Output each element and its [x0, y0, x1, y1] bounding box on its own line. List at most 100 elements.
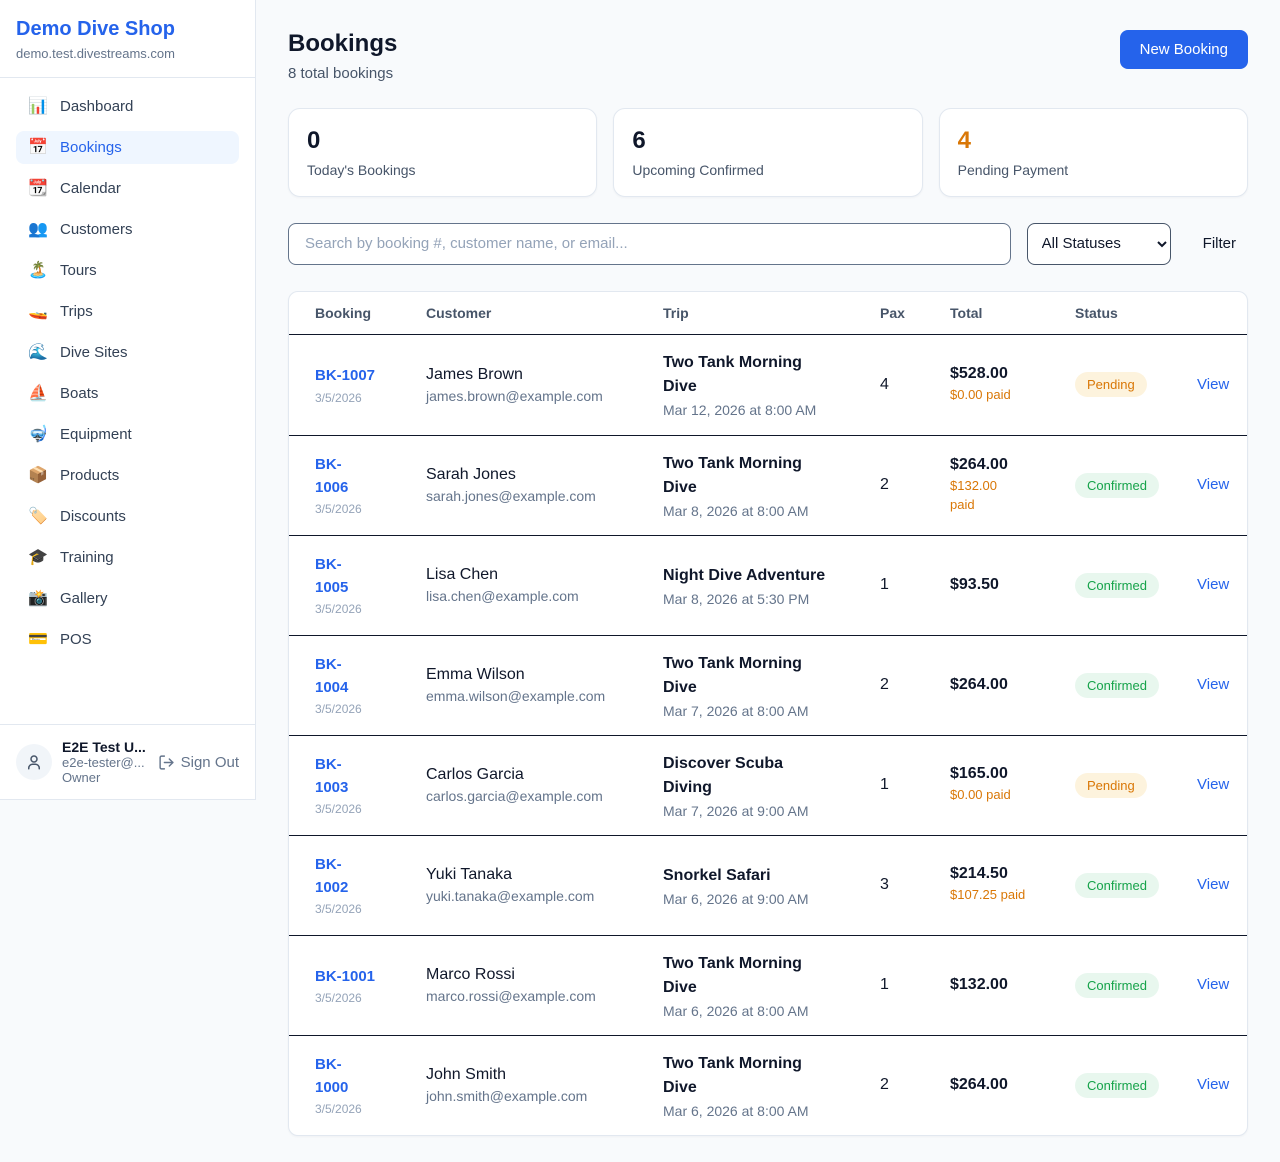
- table-row: BK- 1003 3/5/2026 Carlos Garcia carlos.g…: [289, 734, 1247, 835]
- page-header-text: Bookings 8 total bookings: [288, 30, 397, 82]
- shop-domain: demo.test.divestreams.com: [16, 46, 175, 61]
- sidebar-item-boats[interactable]: ⛵ Boats: [16, 377, 239, 410]
- view-link[interactable]: View: [1197, 976, 1230, 994]
- sidebar-item-label: Bookings: [60, 139, 122, 156]
- sidebar-item-label: Dashboard: [60, 98, 134, 115]
- booking-id-link[interactable]: BK-1001: [315, 967, 376, 985]
- trip-datetime: Mar 8, 2026 at 8:00 AM: [663, 502, 809, 519]
- trip-datetime: Mar 6, 2026 at 8:00 AM: [663, 1102, 809, 1119]
- boats-icon: ⛵: [28, 384, 48, 402]
- trip-datetime: Mar 6, 2026 at 9:00 AM: [663, 890, 809, 907]
- discounts-icon: 🏷️: [28, 507, 48, 525]
- column-header-trip: Trip: [663, 304, 689, 321]
- pax-count: 2: [880, 1076, 889, 1094]
- sidebar-item-equipment[interactable]: 🤿 Equipment: [16, 418, 239, 451]
- stat-value: 6: [632, 127, 646, 154]
- total-amount: $214.50: [950, 865, 1008, 883]
- booking-id-link[interactable]: BK- 1004: [315, 656, 349, 696]
- view-link[interactable]: View: [1197, 876, 1230, 894]
- booking-id-link[interactable]: BK- 1006: [315, 456, 349, 496]
- logout-icon: [159, 754, 174, 770]
- stats-row: 0 Today's Bookings 6 Upcoming Confirmed …: [288, 108, 1248, 197]
- status-filter-select[interactable]: All Statuses: [1026, 222, 1171, 265]
- view-link[interactable]: View: [1197, 676, 1230, 694]
- sidebar-item-pos[interactable]: 💳 POS: [16, 623, 239, 656]
- sidebar-item-label: Customers: [60, 221, 133, 238]
- pax-count: 2: [880, 476, 889, 494]
- view-link[interactable]: View: [1197, 476, 1230, 494]
- sidebar-item-label: Equipment: [60, 426, 132, 443]
- paid-amount: $0.00 paid: [950, 787, 1011, 803]
- sidebar-item-label: Calendar: [60, 180, 121, 197]
- sidebar-item-label: Training: [60, 549, 114, 566]
- sidebar-item-gallery[interactable]: 📸 Gallery: [16, 582, 239, 615]
- trip-name: Night Dive Adventure: [663, 566, 826, 584]
- booking-id-link[interactable]: BK- 1003: [315, 756, 349, 796]
- view-link[interactable]: View: [1197, 1076, 1230, 1094]
- total-amount: $528.00: [950, 364, 1008, 382]
- total-amount: $132.00: [950, 976, 1008, 994]
- table-row: BK- 1002 3/5/2026 Yuki Tanaka yuki.tanak…: [289, 834, 1247, 935]
- paid-amount: $0.00 paid: [950, 386, 1011, 402]
- customer-name: Sarah Jones: [426, 466, 516, 484]
- trip-datetime: Mar 8, 2026 at 5:30 PM: [663, 590, 810, 607]
- training-icon: 🎓: [28, 548, 48, 566]
- sidebar-nav: 📊 Dashboard 📅 Bookings 📆 Calendar 👥 Cust…: [0, 78, 255, 676]
- brand: Demo Dive Shop demo.test.divestreams.com: [0, 0, 255, 78]
- status-badge: Confirmed: [1075, 672, 1159, 698]
- customer-name: Carlos Garcia: [426, 766, 524, 784]
- status-badge: Confirmed: [1075, 972, 1159, 998]
- sidebar-item-discounts[interactable]: 🏷️ Discounts: [16, 500, 239, 533]
- booking-id-link[interactable]: BK-1007: [315, 367, 376, 385]
- customer-email: james.brown@example.com: [426, 387, 603, 404]
- column-header-status: Status: [1075, 304, 1118, 321]
- sidebar-item-label: POS: [60, 631, 92, 648]
- booking-id-link[interactable]: BK- 1000: [315, 1056, 349, 1096]
- customer-email: lisa.chen@example.com: [426, 588, 579, 605]
- page-title: Bookings: [288, 30, 398, 57]
- pos-icon: 💳: [28, 630, 48, 648]
- sidebar-item-dashboard[interactable]: 📊 Dashboard: [16, 90, 239, 123]
- column-header-total: Total: [950, 304, 983, 321]
- sidebar: Demo Dive Shop demo.test.divestreams.com…: [0, 0, 256, 800]
- table-row: BK-1001 3/5/2026 Marco Rossi marco.rossi…: [289, 934, 1247, 1035]
- booking-date: 3/5/2026: [315, 1102, 362, 1117]
- customer-email: sarah.jones@example.com: [426, 488, 596, 505]
- page-header: Bookings 8 total bookings New Booking: [288, 30, 1248, 82]
- column-header-customer: Customer: [426, 304, 492, 321]
- sidebar-item-bookings[interactable]: 📅 Bookings: [16, 131, 239, 164]
- pax-count: 3: [880, 876, 889, 894]
- booking-date: 3/5/2026: [315, 991, 362, 1006]
- view-link[interactable]: View: [1197, 576, 1230, 594]
- booking-id-link[interactable]: BK- 1005: [315, 556, 349, 596]
- sidebar-item-dive-sites[interactable]: 🌊 Dive Sites: [16, 336, 239, 369]
- table-row: BK-1007 3/5/2026 James Brown james.brown…: [289, 335, 1247, 435]
- customer-email: emma.wilson@example.com: [426, 688, 606, 705]
- trip-name: Two Tank Morning Dive: [663, 1054, 802, 1096]
- view-link[interactable]: View: [1197, 375, 1230, 393]
- search-input[interactable]: [288, 222, 1011, 265]
- column-header-booking: Booking: [315, 304, 371, 321]
- table-row: BK- 1004 3/5/2026 Emma Wilson emma.wilso…: [289, 634, 1247, 735]
- total-amount: $264.00: [950, 1076, 1008, 1094]
- view-link[interactable]: View: [1197, 776, 1230, 794]
- new-booking-button[interactable]: New Booking: [1119, 30, 1248, 69]
- sidebar-item-products[interactable]: 📦 Products: [16, 459, 239, 492]
- paid-amount: $132.00 paid: [950, 477, 997, 512]
- user-email: e2e-tester@...: [62, 755, 145, 770]
- sign-out-button[interactable]: Sign Out: [158, 754, 239, 771]
- sidebar-item-tours[interactable]: 🏝️ Tours: [16, 254, 239, 287]
- booking-id-link[interactable]: BK- 1002: [315, 856, 349, 896]
- trip-datetime: Mar 12, 2026 at 8:00 AM: [663, 402, 817, 419]
- status-badge: Confirmed: [1075, 872, 1159, 898]
- user-name: E2E Test U...: [62, 739, 146, 755]
- customer-name: Lisa Chen: [426, 566, 499, 584]
- sidebar-item-training[interactable]: 🎓 Training: [16, 541, 239, 574]
- products-icon: 📦: [28, 466, 48, 484]
- filter-button[interactable]: Filter: [1191, 227, 1248, 260]
- sidebar-item-customers[interactable]: 👥 Customers: [16, 213, 239, 246]
- sidebar-item-trips[interactable]: 🚤 Trips: [16, 295, 239, 328]
- sidebar-item-label: Boats: [60, 385, 99, 402]
- sidebar-item-calendar[interactable]: 📆 Calendar: [16, 172, 239, 205]
